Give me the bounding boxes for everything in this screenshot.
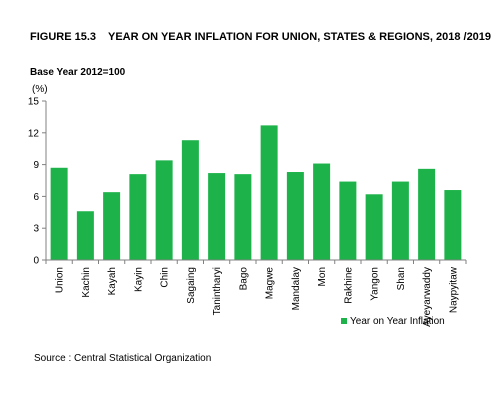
x-tick-label: Mon bbox=[317, 267, 328, 286]
legend-swatch bbox=[341, 318, 347, 324]
y-tick-label: 0 bbox=[33, 256, 39, 267]
y-axis-label: (%) bbox=[32, 84, 48, 95]
bars bbox=[50, 125, 462, 260]
x-tick-label: Rakhine bbox=[343, 267, 354, 304]
x-tick-label: Kayah bbox=[107, 267, 118, 295]
bar bbox=[444, 190, 462, 260]
base-year-note: Base Year 2012=100 bbox=[30, 67, 126, 78]
x-tick-label: Union bbox=[55, 267, 66, 293]
x-tick-label: Bago bbox=[238, 267, 249, 291]
x-tick-label: Magwe bbox=[265, 267, 276, 300]
bar bbox=[260, 125, 278, 260]
x-axis: Union Kachin Kayah Kayin Chin Sagaing Tanintha… bbox=[45, 259, 467, 327]
bar bbox=[50, 167, 68, 260]
x-tick-label: Kayin bbox=[133, 267, 144, 292]
y-tick-label: 9 bbox=[33, 160, 39, 171]
x-tick-label: Naypyitaw bbox=[448, 266, 459, 313]
x-tick-label: Yangon bbox=[370, 267, 381, 301]
legend: Year on Year Inflation bbox=[341, 316, 445, 327]
legend-label: Year on Year Inflation bbox=[350, 316, 445, 327]
bar bbox=[365, 194, 383, 260]
bar bbox=[155, 160, 173, 260]
bar bbox=[208, 173, 226, 260]
y-axis: 0 3 6 9 12 15 bbox=[28, 97, 47, 267]
bar bbox=[234, 174, 252, 260]
bar bbox=[103, 192, 121, 260]
bar bbox=[391, 181, 409, 260]
y-tick-label: 3 bbox=[33, 224, 39, 235]
x-tick-label: Chin bbox=[160, 267, 171, 288]
source-note: Source : Central Statistical Organizatio… bbox=[34, 353, 212, 364]
y-tick-label: 6 bbox=[33, 192, 39, 203]
figure-title-text: YEAR ON YEAR INFLATION FOR UNION, STATES… bbox=[108, 31, 492, 43]
bar bbox=[76, 211, 94, 260]
figure-number: FIGURE 15.3 bbox=[30, 31, 97, 43]
y-tick-label: 12 bbox=[28, 128, 40, 139]
x-tick-label: Kachin bbox=[81, 267, 92, 298]
figure-title: FIGURE 15.3 YEAR ON YEAR INFLATION FOR UN… bbox=[30, 31, 491, 43]
x-tick-label: Ayeyarwaddy bbox=[422, 267, 433, 327]
x-tick-label: Shan bbox=[396, 267, 407, 290]
bar bbox=[286, 172, 304, 260]
bar bbox=[418, 168, 436, 260]
x-tick-label: Sagaing bbox=[186, 267, 197, 304]
bar bbox=[313, 163, 331, 260]
y-tick-label: 15 bbox=[28, 97, 40, 108]
bar bbox=[181, 140, 199, 260]
x-tick-label: Tanintharyi bbox=[212, 267, 223, 315]
bar bbox=[129, 174, 147, 260]
bar bbox=[339, 181, 357, 260]
x-tick-label: Mandalay bbox=[291, 267, 302, 310]
